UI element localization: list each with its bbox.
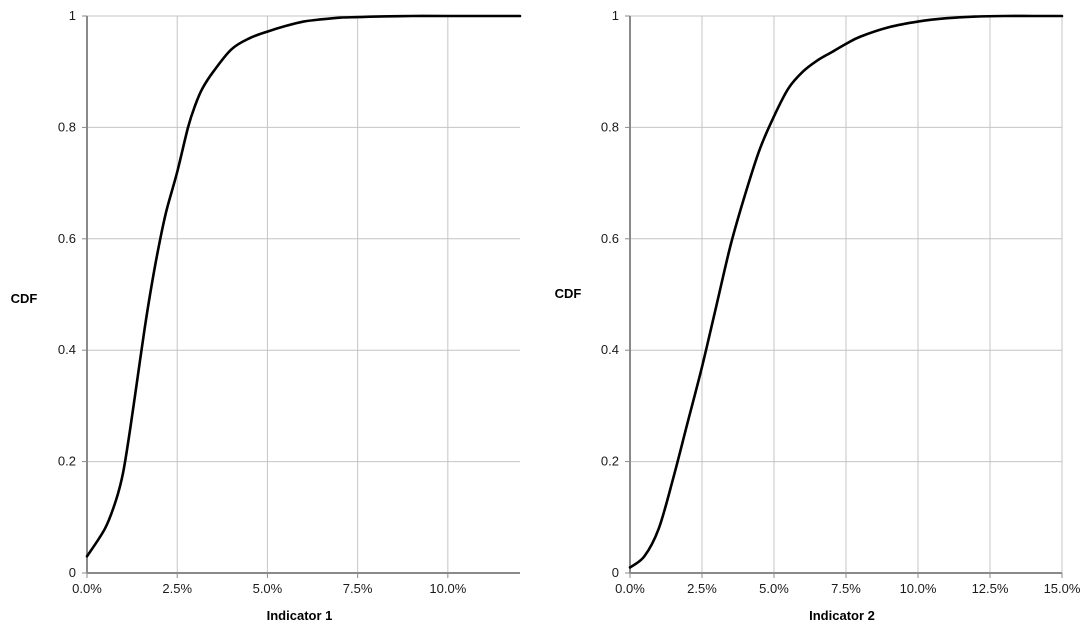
x-tick-label: 0.0% [72,581,102,596]
x-tick-label: 7.5% [831,581,861,596]
y-tick-label: 1 [69,8,76,23]
x-tick-label: 2.5% [162,581,192,596]
y-tick-label: 0 [69,565,76,580]
y-axis-title: CDF [555,286,582,301]
y-tick-label: 0.4 [601,342,619,357]
y-axis-title: CDF [11,291,38,306]
y-tick-label: 0.6 [58,231,76,246]
x-tick-label: 12.5% [972,581,1009,596]
y-tick-label: 0.6 [601,231,619,246]
y-tick-label: 0 [612,565,619,580]
x-axis-title: Indicator 2 [809,608,875,623]
y-tick-label: 1 [612,8,619,23]
x-tick-label: 0.0% [615,581,645,596]
cdf-series-line [628,14,1064,569]
chart-indicator-2: 00.20.40.60.810.0% 2.5% 5.0% 7.5% 10.0% 12.5%… [555,8,1081,623]
y-tick-label: 0.2 [601,454,619,469]
x-tick-label: 2.5% [687,581,717,596]
x-tick-label: 7.5% [343,581,373,596]
y-tick-label: 0.2 [58,454,76,469]
x-tick-label: 15.0% [1044,581,1081,596]
y-tick-label: 0.8 [58,119,76,134]
cdf-series-line [85,14,522,558]
y-tick-label: 0.4 [58,342,76,357]
y-tick-label: 0.8 [601,119,619,134]
x-axis-title: Indicator 1 [267,608,333,623]
x-tick-label: 5.0% [759,581,789,596]
chart-indicator-1: 00.20.40.60.810.0% 2.5% 5.0% 7.5% 10.0%Indic… [11,8,522,623]
x-tick-label: 5.0% [253,581,283,596]
x-tick-label: 10.0% [429,581,466,596]
x-tick-label: 10.0% [900,581,937,596]
